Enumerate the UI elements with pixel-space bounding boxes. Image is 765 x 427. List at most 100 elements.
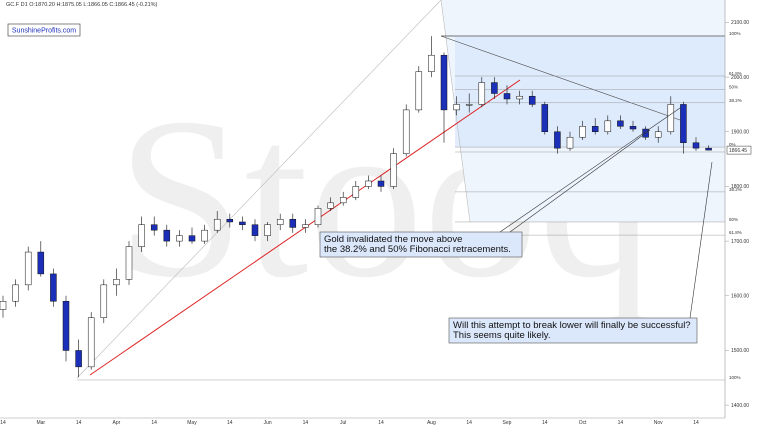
candles	[0, 36, 712, 378]
candle-body	[465, 104, 473, 106]
x-tick-label: May	[187, 420, 197, 426]
candle-body	[440, 54, 448, 111]
candle-body	[113, 279, 120, 286]
candle-body	[617, 120, 624, 127]
candle-body	[75, 350, 82, 368]
y-tick-label: 1700.00	[731, 239, 749, 245]
candle-body	[12, 284, 19, 302]
x-tick-label: 14	[303, 420, 309, 426]
x-tick-label: Jun	[264, 420, 272, 426]
fib-label: 38.2%	[729, 187, 742, 192]
candle-body	[176, 235, 183, 242]
header: GC.F D1 O:1870.20 H:1875.05 L:1866.05 C:…	[6, 2, 158, 8]
candle-body	[516, 95, 523, 100]
candle-body	[390, 153, 397, 187]
candle-body	[402, 109, 410, 154]
brand-box	[7, 23, 81, 37]
last-price-box	[726, 145, 752, 155]
candle-body	[251, 224, 259, 236]
candle-body	[591, 126, 599, 133]
x-tick-label: 14	[76, 420, 82, 426]
brand: SunshineProfits.com	[12, 28, 76, 35]
candle-body	[62, 301, 70, 351]
candle-body	[163, 229, 171, 242]
y-tick-label: 2000.00	[731, 75, 749, 81]
candle-body	[239, 221, 246, 225]
candle-body	[453, 104, 460, 111]
y-tick-label: 1400.00	[731, 403, 749, 409]
y-tick-label: 1500.00	[731, 348, 749, 354]
candle-body	[692, 142, 700, 149]
x-tick-label: 14	[378, 420, 384, 426]
x-tick-label: Nov	[654, 420, 663, 426]
candle-body	[201, 229, 208, 242]
arrow	[509, 129, 651, 233]
annotation-box	[448, 317, 698, 344]
candle-body	[503, 93, 511, 100]
fib-label: 100%	[729, 375, 741, 380]
x-tick-label: Aug	[427, 420, 436, 426]
fib-label: 38.2%	[729, 98, 742, 103]
candle-body	[352, 186, 360, 198]
candle-body	[314, 208, 322, 225]
candle-body	[365, 180, 372, 187]
fib-label: 61.8%	[729, 230, 742, 235]
y-tick-label: 2100.00	[731, 20, 749, 26]
fib-zone	[455, 36, 725, 147]
arrow	[689, 161, 713, 319]
annotation: Will this attempt to break lower will fi…	[453, 320, 691, 341]
candle-body	[478, 82, 486, 105]
fib-label: 50%	[729, 217, 738, 222]
x-tick-label: 14	[466, 420, 472, 426]
x-tick-label: Mar	[36, 420, 45, 426]
fib-label: 100%	[729, 31, 741, 36]
candle-body	[680, 104, 687, 143]
candle-body	[491, 82, 498, 94]
x-tick-label: 14	[151, 420, 157, 426]
annotation-box	[319, 231, 523, 258]
candle-body	[377, 180, 385, 187]
candle-body	[566, 136, 574, 149]
fib-label: 0%	[729, 142, 736, 147]
candle-body	[188, 235, 196, 242]
candle-body	[276, 218, 284, 225]
candle-body	[428, 54, 435, 72]
candle-body	[213, 218, 221, 231]
candle-body	[24, 251, 32, 286]
candle-body	[629, 126, 637, 130]
x-tick-label: 14	[227, 420, 233, 426]
x-tick-label: 14	[618, 420, 624, 426]
y-tick-label: 1800.00	[731, 184, 749, 190]
x-tick-label: Apr	[113, 420, 121, 426]
candle-body	[138, 224, 145, 247]
candle-body	[554, 131, 561, 149]
fan-line	[440, 0, 471, 223]
candle-body	[541, 104, 549, 133]
candle-body	[50, 273, 57, 302]
candle-body	[37, 251, 45, 275]
candle-body	[150, 224, 158, 231]
fib-label: 50%	[729, 85, 738, 90]
candle-body	[0, 301, 7, 310]
last-price: 1866.45	[729, 148, 747, 154]
candle-body	[654, 131, 662, 138]
candle-body	[100, 284, 108, 318]
fib-label: 61.8%	[729, 71, 742, 76]
candle-body	[289, 218, 297, 228]
x-tick-label: 14	[693, 420, 699, 426]
candle-body	[528, 95, 536, 105]
candle-body	[87, 317, 95, 368]
candle-body	[415, 71, 423, 111]
candle-body	[302, 224, 309, 228]
y-tick-label: 1600.00	[731, 293, 749, 299]
trend-line	[440, 35, 681, 121]
candle-body	[125, 246, 133, 280]
candle-body	[579, 126, 586, 138]
y-tick-label: 1900.00	[731, 129, 749, 135]
x-tick-label: Oct	[579, 420, 587, 426]
candle-body	[705, 147, 712, 151]
x-tick-label: 14	[0, 420, 6, 426]
candle-body	[226, 218, 234, 223]
x-tick-label: Sep	[503, 420, 512, 426]
